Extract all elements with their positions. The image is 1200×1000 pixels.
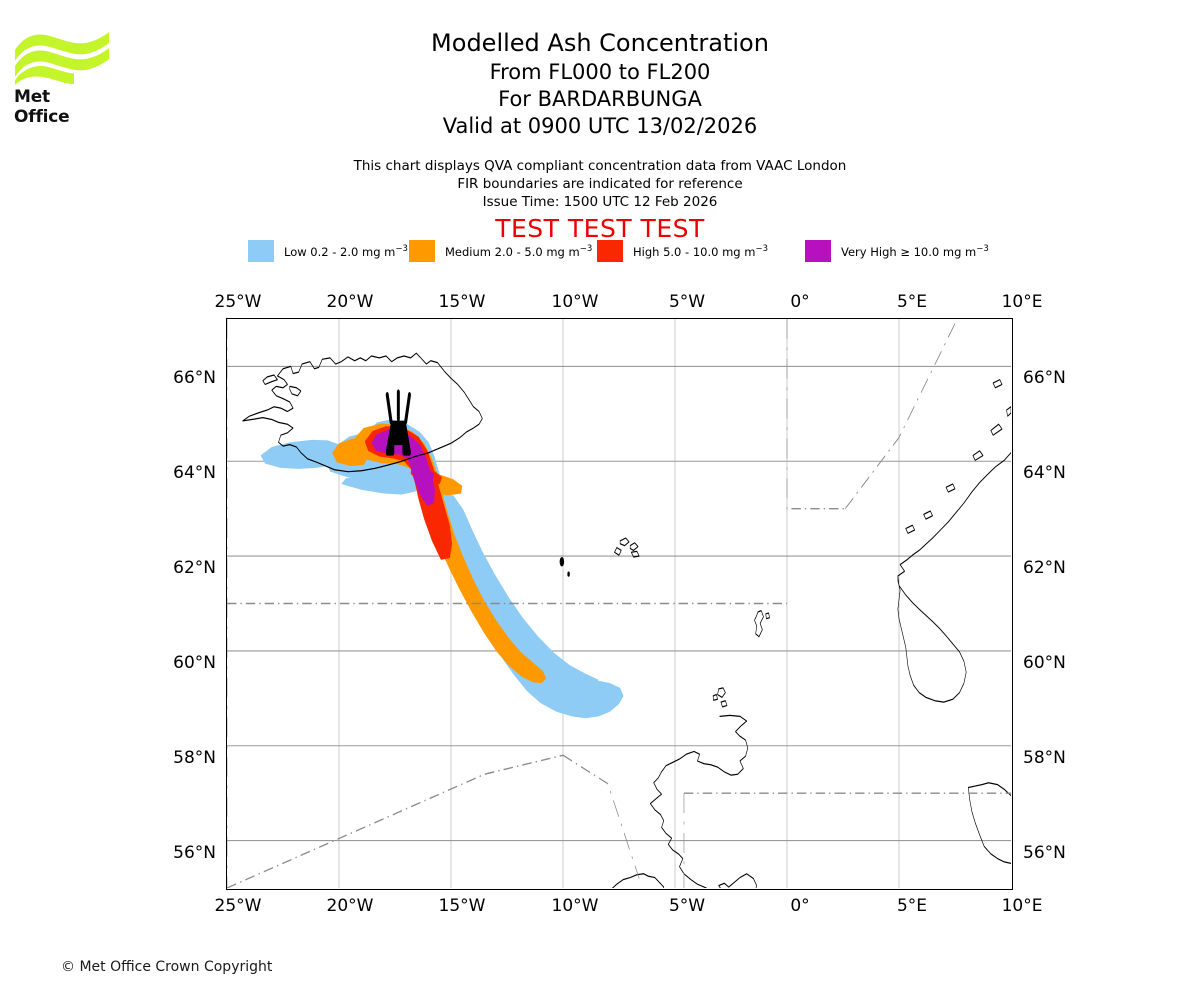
legend-label-high: High 5.0 - 10.0 mg m−3 <box>633 243 768 259</box>
lon-tick-top-10e: 10°E <box>1001 292 1043 312</box>
legend-label-very-high: Very High ≥ 10.0 mg m−3 <box>841 243 989 259</box>
concentration-legend: Low 0.2 - 2.0 mg m−3 Medium 2.0 - 5.0 mg… <box>248 240 989 262</box>
legend-label-low: Low 0.2 - 2.0 mg m−3 <box>284 243 408 259</box>
lat-tick-left-60n: 60°N <box>173 653 216 673</box>
lat-tick-left-64n: 64°N <box>173 463 216 483</box>
volcano-marker <box>385 389 411 456</box>
lat-tick-left-58n: 58°N <box>173 748 216 768</box>
met-office-logo-text: Met Office <box>14 87 70 127</box>
subtitle-qva-note: This chart displays QVA compliant concen… <box>353 158 847 174</box>
lat-tick-right-60n: 60°N <box>1023 653 1066 673</box>
lon-tick-bottom-10w: 10°W <box>551 896 599 916</box>
map-coastlines <box>242 352 1011 888</box>
lon-tick-bottom-5w: 5°W <box>668 896 706 916</box>
legend-entry-high: High 5.0 - 10.0 mg m−3 <box>597 240 768 262</box>
lat-tick-right-66n: 66°N <box>1023 368 1066 388</box>
subtitle-fir-note: FIR boundaries are indicated for referen… <box>457 176 743 192</box>
lon-tick-bottom-25w: 25°W <box>214 896 262 916</box>
test-banner: TEST TEST TEST <box>495 214 705 243</box>
lat-tick-right-64n: 64°N <box>1023 463 1066 483</box>
lon-tick-bottom-10e: 10°E <box>1001 896 1043 916</box>
lat-tick-right-62n: 62°N <box>1023 558 1066 578</box>
met-office-wave-mark <box>15 32 109 85</box>
subtitle-issue-time: Issue Time: 1500 UTC 12 Feb 2026 <box>482 194 718 210</box>
lon-tick-top-10w: 10°W <box>551 292 599 312</box>
copyright-footer: © Met Office Crown Copyright <box>61 959 273 975</box>
lat-tick-left-66n: 66°N <box>173 368 216 388</box>
lon-tick-bottom-15w: 15°W <box>438 896 486 916</box>
lon-tick-top-20w: 20°W <box>326 292 374 312</box>
lon-tick-bottom-0: 0° <box>790 896 810 916</box>
legend-swatch-high <box>597 240 623 262</box>
ash-concentration-map <box>226 318 1013 890</box>
page-title: Modelled Ash Concentration <box>431 29 769 57</box>
legend-entry-low: Low 0.2 - 2.0 mg m−3 <box>248 240 408 262</box>
lat-tick-right-56n: 56°N <box>1023 843 1066 863</box>
met-office-logo: Met Office <box>14 28 110 127</box>
lon-tick-bottom-20w: 20°W <box>326 896 374 916</box>
legend-label-medium: Medium 2.0 - 5.0 mg m−3 <box>445 243 593 259</box>
chart-title-block: Modelled Ash Concentration From FL000 to… <box>0 28 1200 140</box>
lat-tick-left-56n: 56°N <box>173 843 216 863</box>
chart-subtitle-block: This chart displays QVA compliant concen… <box>0 157 1200 211</box>
lat-tick-left-62n: 62°N <box>173 558 216 578</box>
ash-contour-low <box>260 419 624 719</box>
title-flight-levels: From FL000 to FL200 <box>489 60 711 84</box>
legend-swatch-medium <box>409 240 435 262</box>
fir-boundaries <box>227 319 1011 888</box>
lon-tick-top-0: 0° <box>790 292 810 312</box>
legend-swatch-very-high <box>805 240 831 262</box>
lon-tick-top-25w: 25°W <box>214 292 262 312</box>
title-volcano: For BARDARBUNGA <box>498 87 702 111</box>
lon-tick-bottom-5e: 5°E <box>896 896 928 916</box>
title-valid-time: Valid at 0900 UTC 13/02/2026 <box>442 114 758 138</box>
legend-entry-medium: Medium 2.0 - 5.0 mg m−3 <box>409 240 592 262</box>
lat-tick-right-58n: 58°N <box>1023 748 1066 768</box>
legend-entry-very-high: Very High ≥ 10.0 mg m−3 <box>805 240 989 262</box>
lon-tick-top-5w: 5°W <box>668 292 706 312</box>
lon-tick-top-5e: 5°E <box>896 292 928 312</box>
lon-tick-top-15w: 15°W <box>438 292 486 312</box>
legend-swatch-low <box>248 240 274 262</box>
map-canvas <box>227 319 1011 888</box>
